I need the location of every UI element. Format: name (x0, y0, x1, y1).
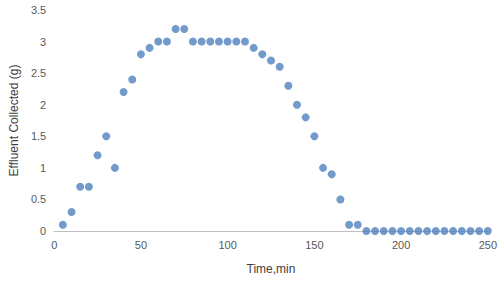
svg-text:Time,min: Time,min (247, 262, 296, 276)
svg-text:Effluent Collected (g): Effluent Collected (g) (7, 65, 21, 177)
svg-text:1.5: 1.5 (31, 130, 46, 142)
svg-text:0.5: 0.5 (31, 193, 46, 205)
svg-text:50: 50 (135, 239, 147, 251)
svg-text:3.5: 3.5 (31, 4, 46, 16)
svg-text:200: 200 (392, 239, 410, 251)
svg-text:1: 1 (40, 162, 46, 174)
svg-text:100: 100 (218, 239, 236, 251)
svg-text:150: 150 (305, 239, 323, 251)
svg-text:2: 2 (40, 99, 46, 111)
svg-text:3: 3 (40, 36, 46, 48)
svg-text:0: 0 (51, 239, 57, 251)
svg-text:0: 0 (40, 225, 46, 237)
svg-text:2.5: 2.5 (31, 67, 46, 79)
svg-text:250: 250 (479, 239, 497, 251)
